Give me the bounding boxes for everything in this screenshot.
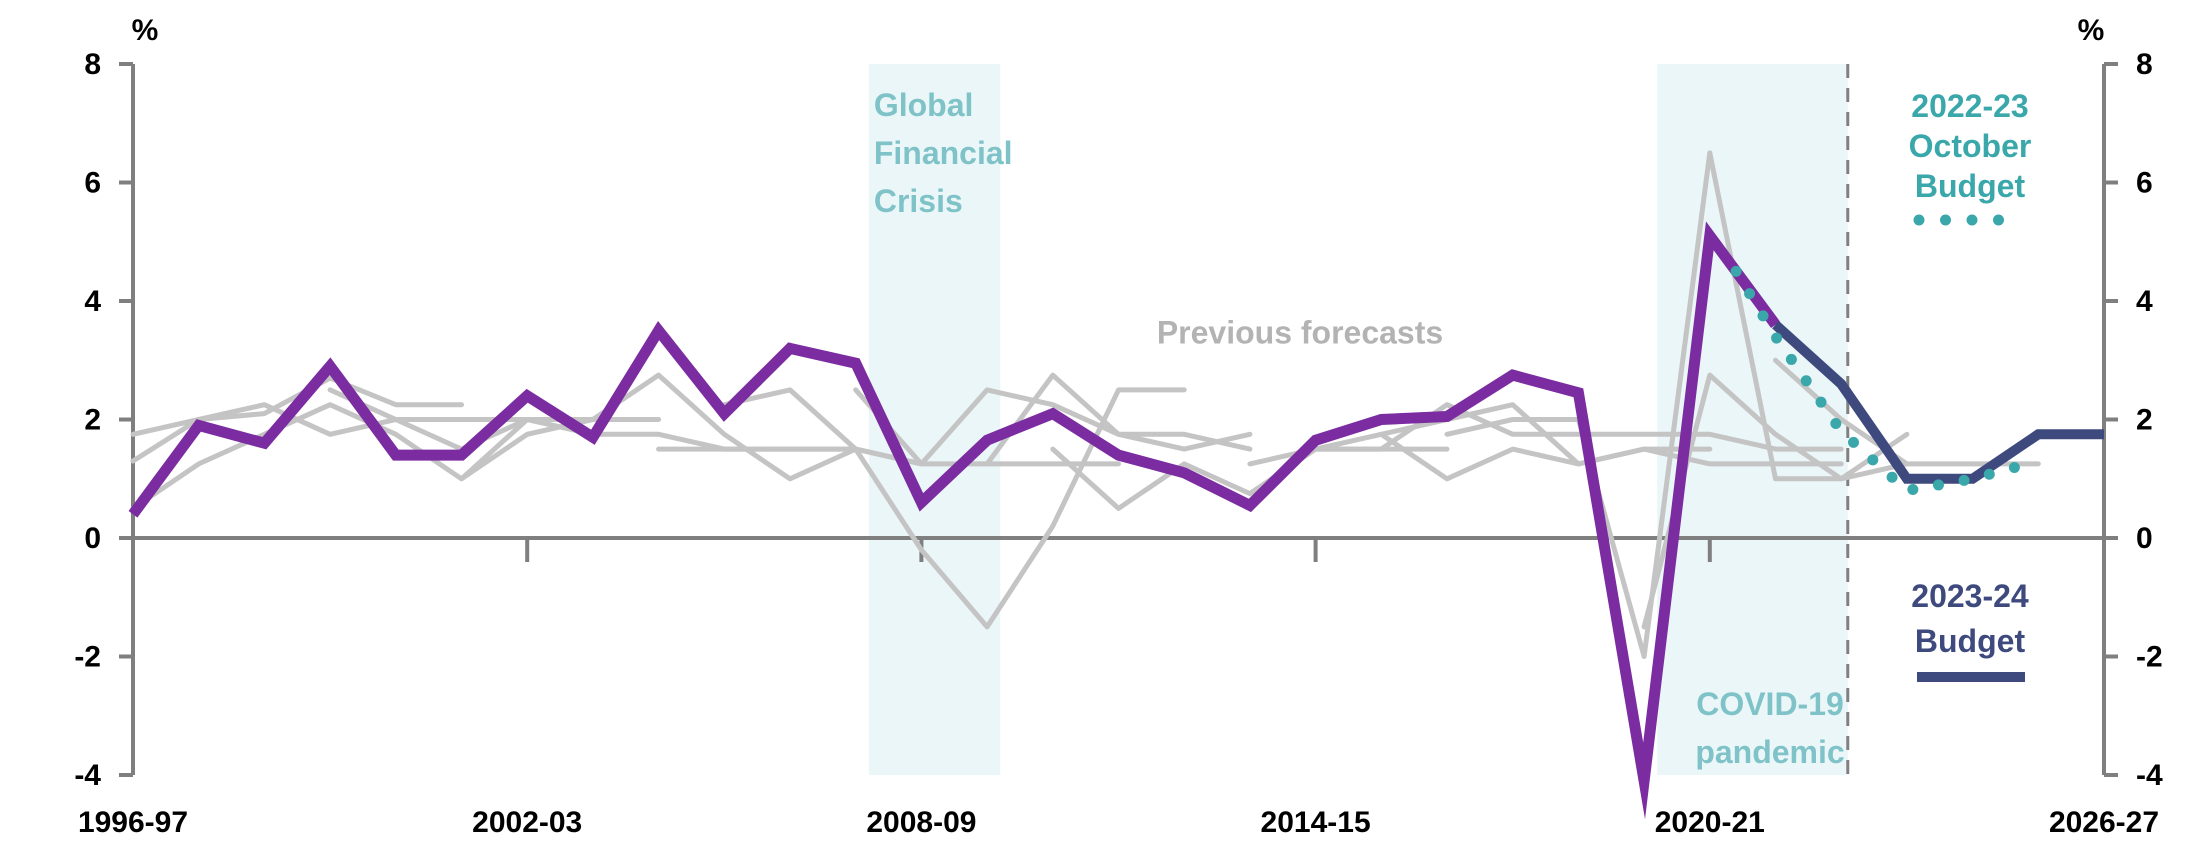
previous-forecast-line-13 bbox=[1444, 150, 1910, 659]
y-tick-label-left: 4 bbox=[84, 285, 101, 318]
october-budget-label-line: Budget bbox=[1915, 168, 2026, 204]
previous-forecast-line-4 bbox=[459, 372, 924, 482]
y-tick-label-right: 6 bbox=[2136, 167, 2153, 200]
series-lines bbox=[128, 221, 2104, 820]
gfc-label-line: Crisis bbox=[874, 183, 963, 219]
x-tick-label: 2026-27 bbox=[2049, 806, 2159, 839]
previous-forecast-line-0 bbox=[130, 375, 464, 464]
shaded-band-0 bbox=[868, 64, 1001, 775]
y-unit-right: % bbox=[2078, 14, 2105, 47]
x-tick-label: 1996-97 bbox=[78, 806, 188, 839]
x-tick-label: 2008-09 bbox=[866, 806, 976, 839]
october-budget-label-line: 2022-23 bbox=[1911, 88, 2028, 124]
y-tick-label-left: 0 bbox=[84, 522, 101, 555]
previous-forecasts-label: Previous forecasts bbox=[1157, 315, 1443, 351]
y-tick-label-right: 0 bbox=[2136, 522, 2153, 555]
x-tick-label: 2002-03 bbox=[472, 806, 582, 839]
y-tick-label-right: -2 bbox=[2136, 641, 2163, 674]
y-tick-label-right: -4 bbox=[2136, 759, 2163, 792]
covid-label-line: COVID-19 bbox=[1696, 686, 1844, 722]
previous-forecast-line-8 bbox=[984, 372, 1253, 467]
series-line-2023-24-budget bbox=[1772, 320, 2104, 484]
october-budget-label-line: October bbox=[1909, 128, 2032, 164]
y-tick-label-right: 2 bbox=[2136, 404, 2153, 437]
y-tick-label-left: 6 bbox=[84, 167, 101, 200]
y-unit-left: % bbox=[132, 14, 159, 47]
axes: -4 -4 -2 -2 0 0 2 2 4 4 6 6 8 8% % 1996-97 2002-03 2008-0… bbox=[74, 14, 2163, 839]
previous-forecast-line-5 bbox=[656, 446, 1121, 467]
y-tick-label-left: -2 bbox=[74, 641, 101, 674]
y-tick-label-left: 2 bbox=[84, 404, 101, 437]
y-tick-label-left: -4 bbox=[74, 759, 101, 792]
x-tick-label: 2014-15 bbox=[1261, 806, 1371, 839]
covid-label-line: pandemic bbox=[1695, 734, 1844, 770]
chart-labels: Global Financial Crisis COVID-19 pandemic Pre… bbox=[874, 87, 2032, 770]
series-line-actual bbox=[128, 221, 1780, 820]
budget-label-line: 2023-24 bbox=[1911, 578, 2029, 614]
gfc-label-line: Financial bbox=[874, 135, 1013, 171]
budget-label-line: Budget bbox=[1915, 623, 2026, 659]
y-tick-label-right: 8 bbox=[2136, 48, 2153, 81]
shaded-periods bbox=[868, 64, 1848, 775]
x-tick-label: 2020-21 bbox=[1655, 806, 1765, 839]
series-line-2022-23-october-budget bbox=[1730, 265, 2044, 497]
gfc-label-line: Global bbox=[874, 87, 974, 123]
y-tick-label-left: 8 bbox=[84, 48, 101, 81]
previous-forecast-line-1 bbox=[130, 402, 530, 437]
previous-forecast-line-7 bbox=[853, 387, 1253, 467]
previous-forecast-line-6 bbox=[721, 387, 1187, 630]
y-tick-label-right: 4 bbox=[2136, 285, 2153, 318]
